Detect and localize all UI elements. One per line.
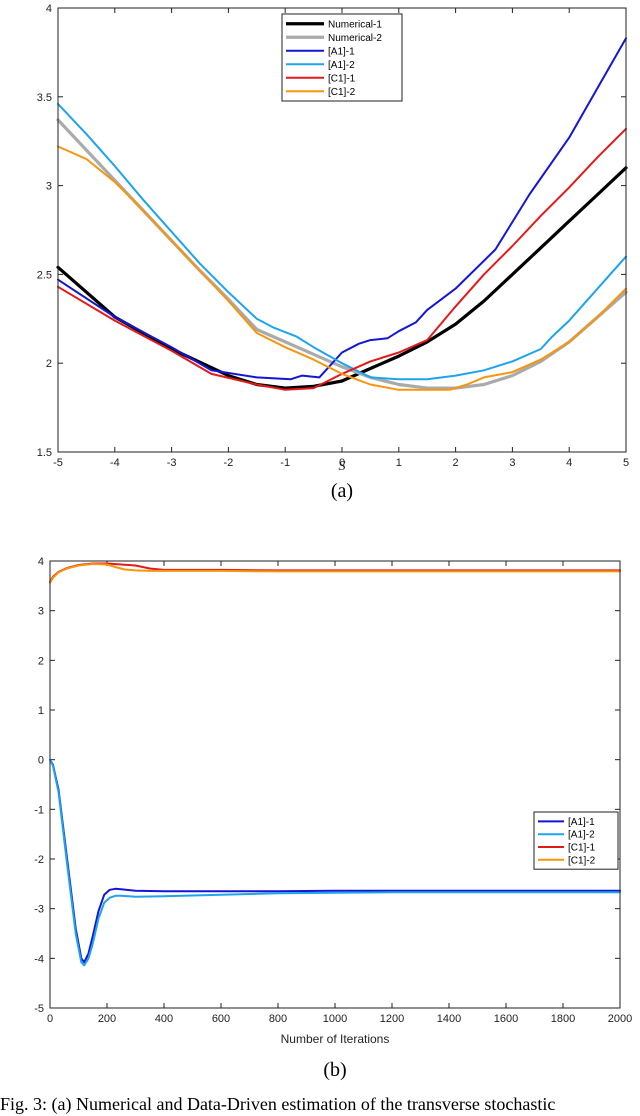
y-tick-label: 4: [38, 556, 44, 568]
x-tick-label: 800: [269, 1013, 287, 1025]
series-line-c1-2: [57, 145, 627, 391]
chart-a-panel-label: (a): [331, 480, 353, 502]
y-tick-label: 4: [46, 3, 52, 15]
legend-label: Numerical-1: [328, 19, 382, 30]
series-line-a1-2: [49, 758, 621, 967]
x-tick-label: 1400: [437, 1013, 461, 1025]
chart-b: 0 200 400 600 800 1000 1200 1400 1600 1800 2000 -5 -…: [34, 556, 632, 1081]
y-tick-label: -3: [34, 904, 44, 916]
x-tick-label: 0: [339, 457, 345, 469]
legend-label: Numerical-2: [328, 33, 382, 44]
y-tick-label: -2: [34, 854, 44, 866]
legend-label: [A1]-1: [568, 817, 595, 828]
chart-a: -5 -4 -3 -2 -1 0 1 2 3 4 5 1.5 2 2.5 3 3.5 4 S Numerical…: [37, 3, 629, 502]
y-tick-label: 3: [46, 181, 52, 193]
legend-label: [C1]-1: [328, 73, 356, 84]
figure-caption: Fig. 3: (a) Numerical and Data-Driven es…: [0, 1094, 555, 1115]
x-tick-label: -1: [280, 457, 290, 469]
legend-label: [A1]-1: [328, 46, 355, 57]
chart-a-frame: [57, 7, 627, 453]
x-tick-label: 1000: [323, 1013, 347, 1025]
series-line-a1-2: [57, 102, 627, 381]
y-tick-label: 1: [38, 705, 44, 717]
x-tick-label: 1: [396, 457, 402, 469]
y-tick-label: -4: [34, 953, 44, 965]
x-tick-label: 0: [47, 1013, 53, 1025]
y-tick-label: -1: [34, 804, 44, 816]
legend-box: [281, 13, 403, 102]
series-line-c1-1: [57, 127, 627, 391]
x-tick-label: 1600: [494, 1013, 518, 1025]
legend-label: [A1]-2: [328, 60, 355, 71]
y-tick-label: 0: [38, 755, 44, 767]
chart-b-lines: [49, 562, 621, 967]
x-tick-label: 3: [509, 457, 515, 469]
y-tick-label: 1.5: [37, 447, 52, 459]
x-tick-label: 400: [155, 1013, 173, 1025]
x-tick-label: -4: [110, 457, 120, 469]
x-tick-label: 2: [453, 457, 459, 469]
chart-b-x-axis-label: Number of Iterations: [281, 1032, 390, 1046]
x-tick-label: 1800: [551, 1013, 575, 1025]
chart-b-frame: [49, 560, 621, 1009]
x-tick-label: 200: [98, 1013, 116, 1025]
x-tick-label: -5: [53, 457, 63, 469]
y-tick-label: 2: [38, 655, 44, 667]
x-tick-label: 2000: [608, 1013, 632, 1025]
y-tick-label: -5: [34, 1003, 44, 1015]
y-tick-label: 2.5: [37, 269, 52, 281]
chart-a-ticks: -5 -4 -3 -2 -1 0 1 2 3 4 5 1.5 2 2.5 3 3.5 4: [37, 3, 629, 469]
x-tick-label: 1200: [380, 1013, 404, 1025]
legend-label: [C1]-1: [568, 843, 596, 854]
legend-label: [A1]-2: [568, 830, 595, 841]
chart-b-panel-label: (b): [323, 1059, 346, 1081]
x-tick-label: 600: [212, 1013, 230, 1025]
chart-b-ticks: 0 200 400 600 800 1000 1200 1400 1600 1800 2000 -5 -…: [34, 556, 632, 1025]
x-tick-label: -3: [167, 457, 177, 469]
x-tick-label: -2: [224, 457, 234, 469]
chart-a-x-axis-label: S: [339, 459, 346, 474]
y-tick-label: 2: [46, 358, 52, 370]
series-line-a1-1: [57, 37, 627, 381]
x-tick-label: 4: [566, 457, 572, 469]
legend-label: [C1]-2: [568, 855, 596, 866]
series-line-c1-2: [49, 563, 621, 584]
legend-label: [C1]-2: [328, 87, 356, 98]
y-tick-label: 3.5: [37, 92, 52, 104]
chart-b-legend: [A1]-1 [A1]-2 [C1]-1[C1]-2: [533, 811, 619, 870]
y-tick-label: 3: [38, 606, 44, 618]
chart-a-lines: [56, 37, 628, 391]
x-tick-label: 5: [623, 457, 629, 469]
chart-b-plot-area: [50, 561, 620, 1008]
chart-a-legend: Numerical-1 Numerical-2 [A1]-1 [A1]-2 [C1]-1…: [281, 13, 403, 102]
